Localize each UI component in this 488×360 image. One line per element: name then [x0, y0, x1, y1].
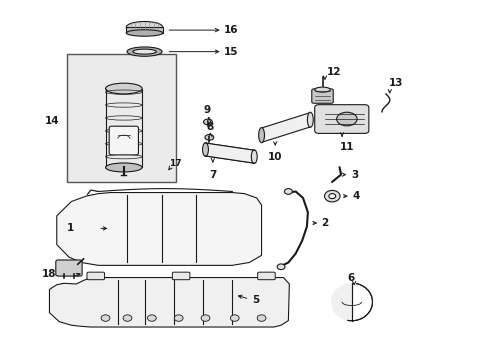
Text: 3: 3 [351, 170, 358, 180]
Text: 17: 17 [168, 159, 181, 168]
FancyBboxPatch shape [257, 272, 275, 280]
Ellipse shape [251, 150, 257, 163]
Ellipse shape [258, 128, 264, 143]
Circle shape [101, 315, 110, 321]
Circle shape [284, 189, 292, 194]
Text: 10: 10 [267, 152, 282, 162]
Ellipse shape [133, 49, 156, 54]
FancyBboxPatch shape [87, 272, 104, 280]
FancyBboxPatch shape [109, 126, 138, 155]
Ellipse shape [336, 112, 356, 126]
FancyBboxPatch shape [314, 105, 368, 134]
Text: 4: 4 [352, 191, 359, 201]
Circle shape [147, 315, 156, 321]
Text: 15: 15 [224, 46, 238, 57]
FancyBboxPatch shape [172, 272, 189, 280]
Polygon shape [57, 193, 261, 265]
Ellipse shape [126, 30, 163, 36]
Ellipse shape [105, 163, 142, 172]
Text: 13: 13 [387, 78, 402, 88]
Circle shape [328, 194, 335, 199]
Text: 1: 1 [66, 224, 74, 233]
Text: 5: 5 [251, 295, 259, 305]
Circle shape [277, 264, 285, 270]
Ellipse shape [127, 47, 162, 56]
Circle shape [324, 190, 339, 202]
Text: 16: 16 [224, 25, 238, 35]
FancyBboxPatch shape [126, 27, 163, 33]
Circle shape [123, 315, 132, 321]
Text: 12: 12 [326, 67, 340, 77]
Text: 9: 9 [203, 105, 210, 115]
Text: 11: 11 [339, 141, 353, 152]
Text: 8: 8 [205, 122, 213, 132]
Text: 2: 2 [321, 218, 328, 228]
Ellipse shape [307, 112, 313, 127]
Circle shape [201, 315, 209, 321]
Ellipse shape [204, 134, 213, 140]
Polygon shape [261, 113, 310, 142]
Ellipse shape [126, 22, 163, 33]
Text: 6: 6 [346, 273, 353, 283]
Ellipse shape [203, 119, 212, 125]
Circle shape [257, 315, 265, 321]
Circle shape [230, 315, 239, 321]
Polygon shape [330, 283, 355, 321]
Polygon shape [205, 143, 254, 163]
Circle shape [174, 315, 183, 321]
Text: 18: 18 [42, 269, 57, 279]
Polygon shape [49, 278, 289, 327]
FancyBboxPatch shape [311, 89, 332, 103]
Text: 14: 14 [44, 116, 59, 126]
Bar [66, 54, 176, 182]
Ellipse shape [314, 87, 330, 92]
Ellipse shape [105, 83, 142, 94]
Text: 7: 7 [209, 170, 216, 180]
FancyBboxPatch shape [56, 260, 82, 276]
Ellipse shape [202, 143, 208, 156]
